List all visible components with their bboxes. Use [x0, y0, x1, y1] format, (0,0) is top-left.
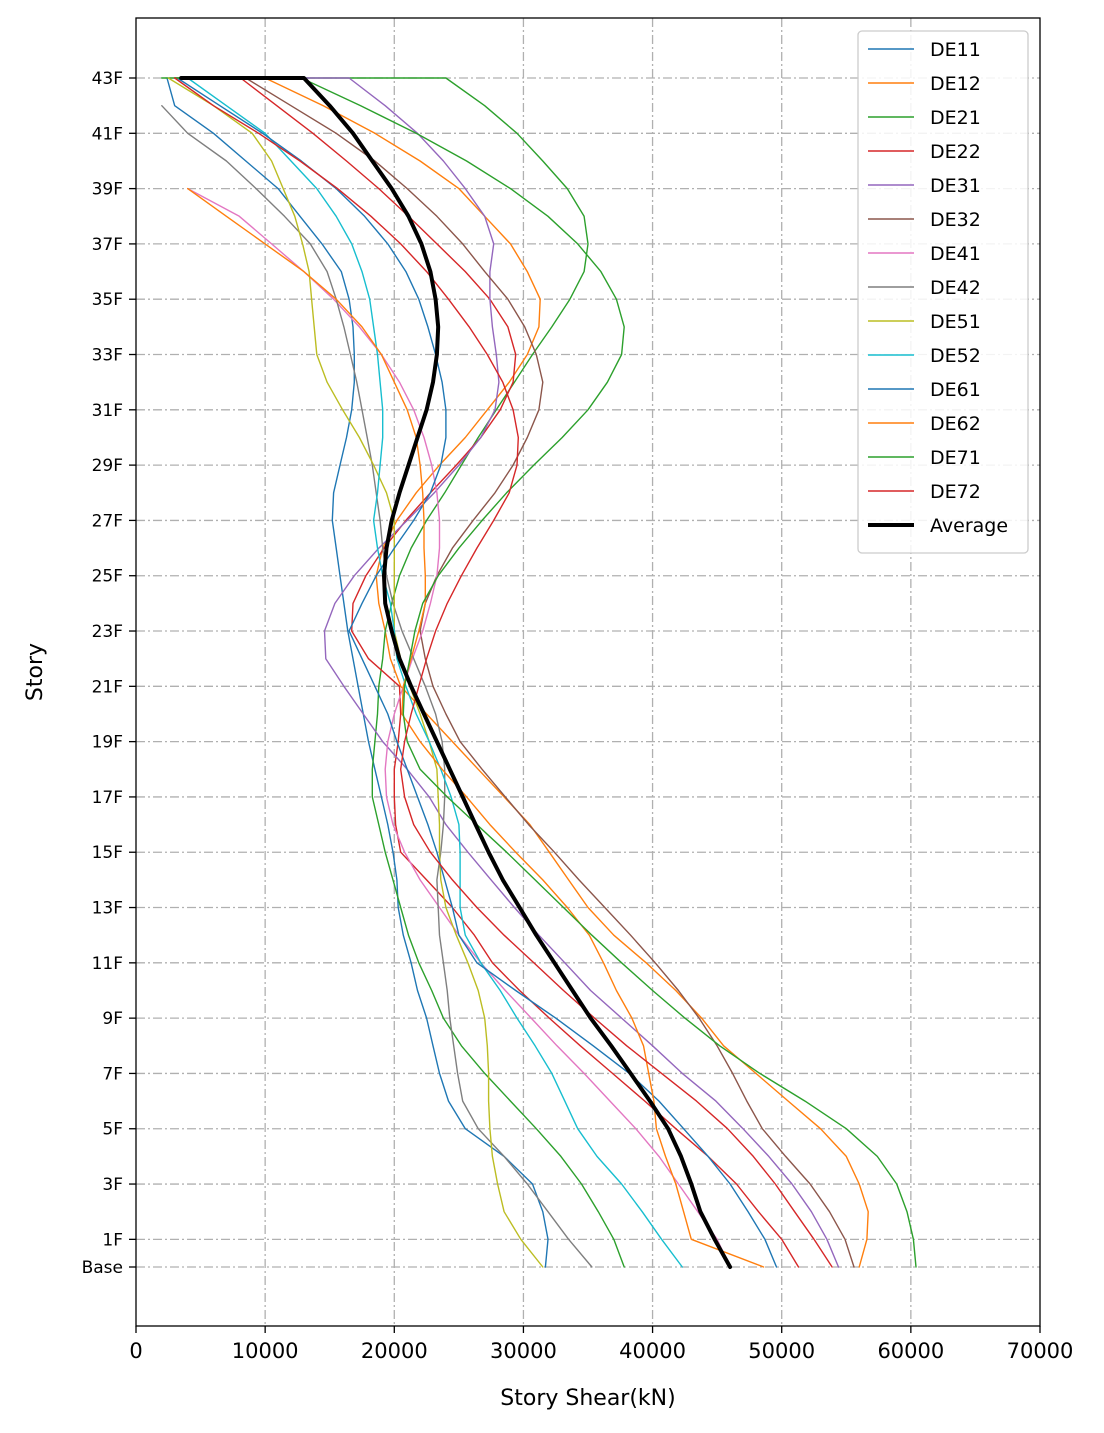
x-tick-label: 10000 [232, 1339, 299, 1363]
legend-label: DE41 [930, 243, 981, 265]
plot-frame [135, 17, 1041, 1327]
series-line-de52 [186, 77, 683, 1268]
series-line-de61 [176, 77, 778, 1268]
series-line-de22 [173, 77, 800, 1268]
series-line-de21 [161, 77, 625, 1268]
series-line-de62 [186, 187, 765, 1268]
y-tick-label: 11F [92, 954, 123, 974]
legend-label: DE21 [930, 107, 981, 129]
y-tick-label: 3F [102, 1175, 123, 1195]
legend-label: DE72 [930, 481, 981, 503]
y-tick-label: 7F [102, 1064, 123, 1084]
y-tick-label: 13F [92, 899, 123, 919]
y-tick-label: 1F [102, 1230, 123, 1250]
y-tick-label: 9F [102, 1009, 123, 1029]
x-tick-label: 50000 [748, 1339, 815, 1363]
legend-label: DE42 [930, 277, 981, 299]
legend-label: Average [930, 515, 1008, 537]
x-tick-label: 0 [129, 1339, 142, 1363]
y-tick-label: 39F [92, 180, 123, 200]
y-tick-label: 25F [92, 567, 123, 587]
series-line-de31 [193, 77, 840, 1268]
y-tick-label: 43F [92, 69, 123, 89]
x-tick-label: 40000 [619, 1339, 686, 1363]
y-tick-label: 5F [102, 1120, 123, 1140]
series-line-de71 [173, 77, 917, 1268]
y-tick-label: 31F [92, 401, 123, 421]
series-lines [161, 76, 917, 1269]
y-axis-ticks: Base 1F 3F 5F 7F 9F 11F 13F 15F 17F 19F 21F 23F 25F 27… [82, 69, 136, 1278]
series-line-de41 [186, 187, 731, 1268]
legend-label: DE12 [930, 73, 981, 95]
y-tick-label: Base [82, 1258, 123, 1278]
legend: DE11 DE12 DE21 DE22 DE31 DE32 DE41 DE42 DE51 DE52… [857, 30, 1029, 554]
x-axis-label: Story Shear(kN) [500, 1386, 675, 1411]
y-tick-label: 33F [92, 346, 123, 366]
y-axis-label: Story [23, 643, 48, 701]
legend-label: DE51 [930, 311, 981, 333]
legend-label: DE31 [930, 175, 981, 197]
y-tick-label: 35F [92, 290, 123, 310]
y-tick-label: 29F [92, 456, 123, 476]
y-tick-label: 17F [92, 788, 123, 808]
series-line-average [179, 76, 733, 1269]
legend-label: DE22 [930, 141, 981, 163]
y-tick-label: 15F [92, 843, 123, 863]
x-tick-label: 70000 [1007, 1339, 1074, 1363]
legend-label: DE11 [930, 39, 981, 61]
y-tick-label: 19F [92, 733, 123, 753]
y-tick-label: 27F [92, 511, 123, 531]
y-tick-label: 23F [92, 622, 123, 642]
x-tick-label: 60000 [877, 1339, 944, 1363]
series-line-de11 [166, 77, 549, 1268]
legend-label: DE61 [930, 379, 981, 401]
legend-label: DE32 [930, 209, 981, 231]
legend-label: DE62 [930, 413, 981, 435]
y-tick-label: 41F [92, 124, 123, 144]
x-tick-label: 20000 [361, 1339, 428, 1363]
x-tick-label: 30000 [490, 1339, 557, 1363]
series-line-de32 [186, 77, 855, 1268]
x-axis-ticks: 0 10000 20000 30000 40000 50000 60000 70000 [129, 1326, 1073, 1363]
legend-label: DE71 [930, 447, 981, 469]
legend-label: DE52 [930, 345, 981, 367]
series-line-de12 [199, 77, 869, 1268]
y-tick-label: 37F [92, 235, 123, 255]
y-tick-label: 21F [92, 677, 123, 697]
